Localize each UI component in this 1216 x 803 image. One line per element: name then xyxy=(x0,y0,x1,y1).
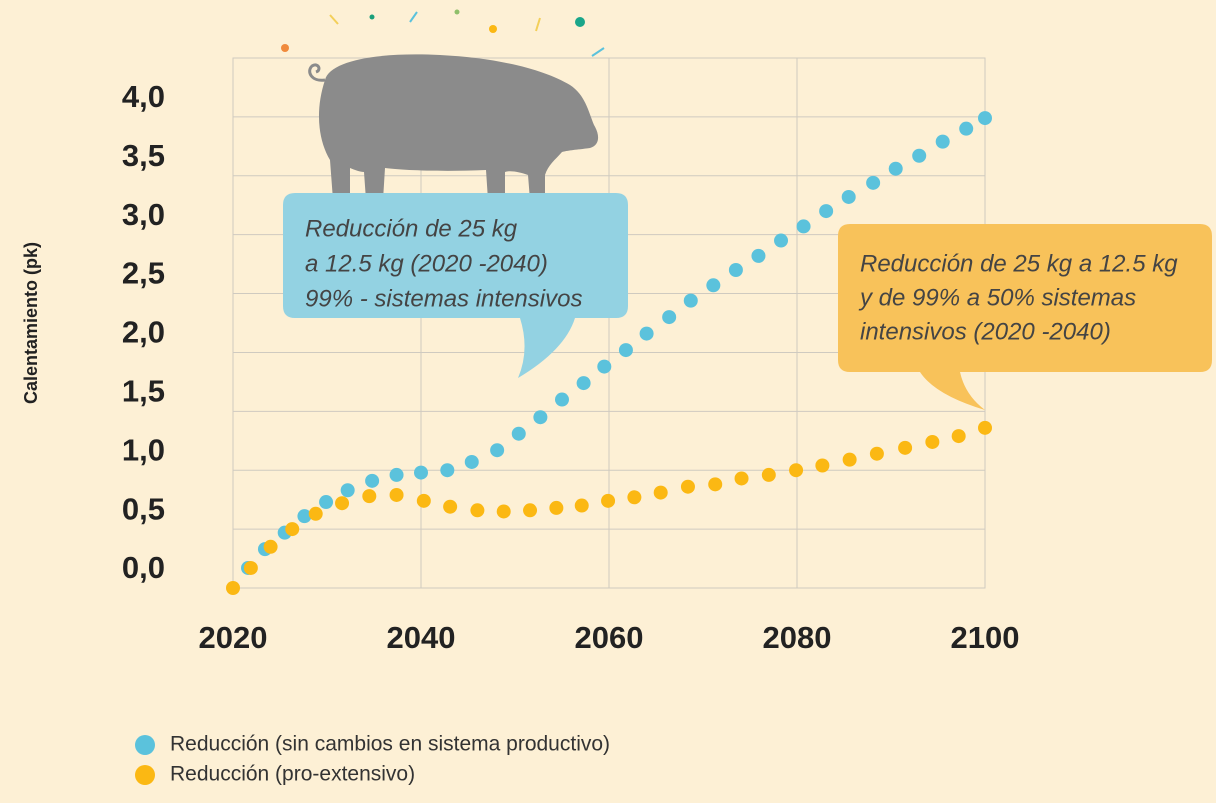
data-point xyxy=(898,441,912,455)
data-point xyxy=(936,135,950,149)
data-point xyxy=(523,503,537,517)
data-point xyxy=(959,122,973,136)
data-point xyxy=(497,504,511,518)
y-tick-label: 0,0 xyxy=(122,550,165,585)
data-point xyxy=(555,393,569,407)
data-point xyxy=(575,499,589,513)
data-point xyxy=(751,249,765,263)
data-point xyxy=(417,494,431,508)
annotation-text: a 12.5 kg (2020 -2040) xyxy=(305,250,548,277)
x-tick-label: 2100 xyxy=(951,620,1020,655)
data-point xyxy=(533,410,547,424)
y-tick-label: 0,5 xyxy=(122,491,165,526)
data-point xyxy=(309,507,323,521)
data-point xyxy=(706,278,720,292)
data-point xyxy=(952,429,966,443)
data-point xyxy=(512,427,526,441)
data-point xyxy=(443,500,457,514)
data-point xyxy=(244,561,258,575)
data-point xyxy=(264,540,278,554)
data-point xyxy=(684,294,698,308)
x-tick-label: 2080 xyxy=(763,620,832,655)
data-point xyxy=(912,149,926,163)
data-point xyxy=(843,453,857,467)
annotation-text: 99% - sistemas intensivos xyxy=(305,285,582,312)
x-tick-label: 2020 xyxy=(199,620,268,655)
legend-marker xyxy=(135,765,155,785)
background xyxy=(0,0,1216,803)
data-point xyxy=(549,501,563,515)
data-point xyxy=(335,496,349,510)
legend-marker xyxy=(135,735,155,755)
data-point xyxy=(789,463,803,477)
data-point xyxy=(654,486,668,500)
data-point xyxy=(640,327,654,341)
annotation-text: y de 99% a 50% sistemas xyxy=(858,284,1136,311)
data-point xyxy=(819,204,833,218)
data-point xyxy=(842,190,856,204)
data-point xyxy=(866,176,880,190)
x-tick-label: 2040 xyxy=(387,620,456,655)
x-tick-label: 2060 xyxy=(575,620,644,655)
y-axis-title: Calentamiento (pk) xyxy=(21,242,41,404)
data-point xyxy=(925,435,939,449)
data-point xyxy=(365,474,379,488)
data-point xyxy=(465,455,479,469)
data-point xyxy=(470,503,484,517)
data-point xyxy=(601,494,615,508)
data-point xyxy=(729,263,743,277)
y-tick-label: 3,5 xyxy=(122,138,165,173)
y-tick-label: 2,5 xyxy=(122,256,165,291)
data-point xyxy=(490,443,504,457)
data-point xyxy=(797,219,811,233)
data-point xyxy=(414,466,428,480)
data-point xyxy=(627,490,641,504)
data-point xyxy=(285,522,299,536)
data-point xyxy=(681,480,695,494)
y-tick-label: 1,0 xyxy=(122,432,165,467)
annotation-text: intensivos (2020 -2040) xyxy=(860,318,1111,345)
data-point xyxy=(341,483,355,497)
data-point xyxy=(978,111,992,125)
data-point xyxy=(577,376,591,390)
data-point xyxy=(889,162,903,176)
data-point xyxy=(319,495,333,509)
chart: Calentamiento (pk) 0,0 0,5 1,0 1,5 2,0 2,5 3,0… xyxy=(0,0,1216,803)
data-point xyxy=(226,581,240,595)
legend-label: Reducción (pro-extensivo) xyxy=(170,763,415,786)
data-point xyxy=(870,447,884,461)
data-point xyxy=(815,459,829,473)
data-point xyxy=(708,477,722,491)
y-tick-label: 3,0 xyxy=(122,197,165,232)
data-point xyxy=(440,463,454,477)
data-point xyxy=(978,421,992,435)
data-point xyxy=(762,468,776,482)
data-point xyxy=(362,489,376,503)
data-point xyxy=(662,310,676,324)
annotation-text: Reducción de 25 kg xyxy=(305,215,518,242)
data-point xyxy=(390,468,404,482)
data-point xyxy=(597,360,611,374)
data-point xyxy=(735,471,749,485)
y-tick-label: 1,5 xyxy=(122,374,165,409)
y-tick-label: 2,0 xyxy=(122,315,165,350)
y-tick-label: 4,0 xyxy=(122,79,165,114)
data-point xyxy=(619,343,633,357)
annotation-text: Reducción de 25 kg a 12.5 kg xyxy=(860,250,1178,277)
data-point xyxy=(774,234,788,248)
data-point xyxy=(390,488,404,502)
legend-label: Reducción (sin cambios en sistema produc… xyxy=(170,733,610,756)
